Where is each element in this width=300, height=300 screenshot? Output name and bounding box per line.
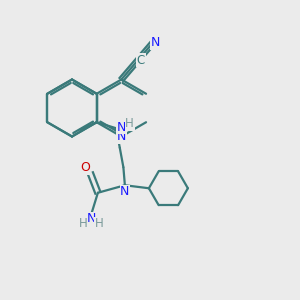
Text: H: H [125, 117, 134, 130]
Text: O: O [80, 161, 90, 174]
Text: N: N [87, 212, 97, 225]
Text: N: N [151, 36, 160, 49]
Text: N: N [120, 185, 130, 198]
Text: H: H [79, 217, 87, 230]
Text: C: C [137, 53, 145, 67]
Text: N: N [117, 130, 126, 143]
Text: N: N [117, 121, 126, 134]
Text: H: H [95, 217, 104, 230]
